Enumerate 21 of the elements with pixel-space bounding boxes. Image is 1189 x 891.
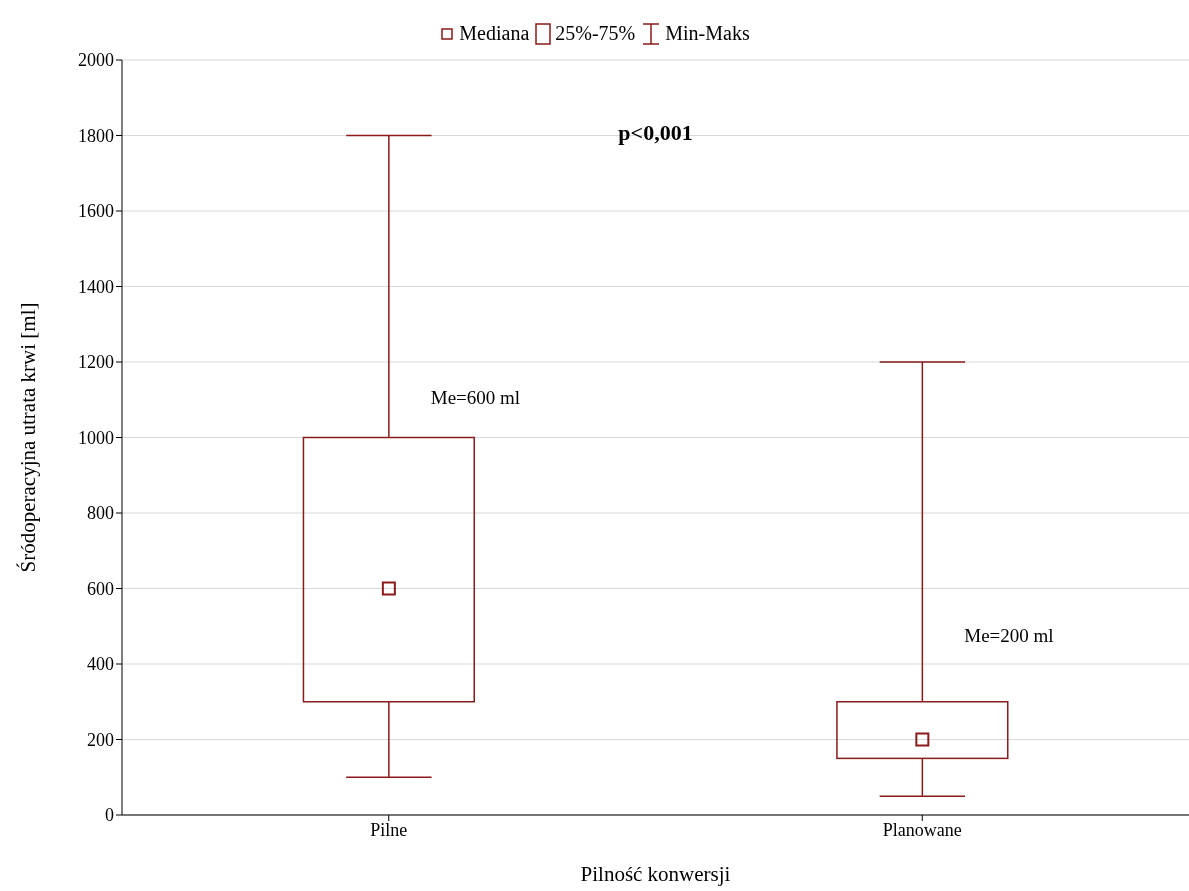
- y-tick-label: 1200: [78, 352, 114, 373]
- x-axis-title: Pilność konwersji: [580, 862, 731, 886]
- y-tick-label: 600: [87, 578, 114, 599]
- y-tick-label: 200: [87, 729, 114, 750]
- y-tick-label: 0: [105, 805, 114, 826]
- y-axis-title: Śródoperacyjna utrata krwi [ml]: [16, 302, 41, 573]
- x-tick-label: Pilne: [370, 819, 408, 840]
- y-tick-label: 2000: [78, 50, 114, 71]
- y-tick-label: 1800: [78, 125, 114, 146]
- y-tick-label: 800: [87, 503, 114, 524]
- y-tick-label: 400: [87, 654, 114, 675]
- y-tick-label: 1400: [78, 276, 114, 297]
- text: Mediana: [458, 22, 530, 45]
- y-tick-label: 1000: [78, 427, 114, 448]
- y-tick-label: 1600: [78, 201, 114, 222]
- annotation: Me=200 ml: [964, 624, 1054, 646]
- annotation: Me=600 ml: [430, 387, 521, 409]
- annotation: p<0,001: [618, 120, 693, 145]
- text: Min-Maks: [664, 22, 750, 45]
- x-tick-label: Planowane: [882, 819, 962, 840]
- text: 25%-75%: [554, 22, 636, 45]
